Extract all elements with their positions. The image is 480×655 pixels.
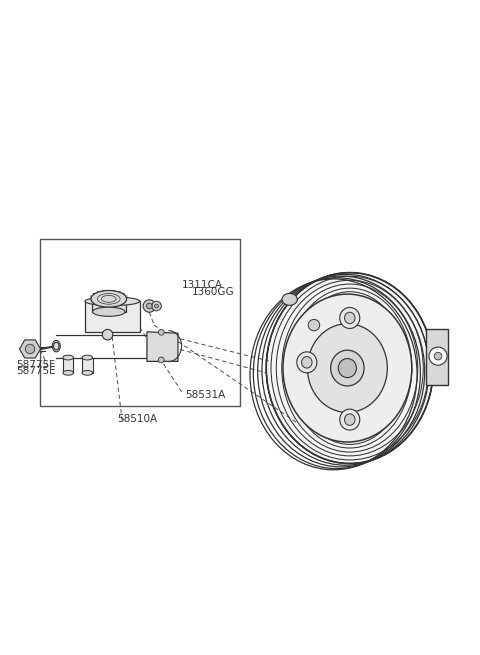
Bar bbox=[82, 358, 93, 373]
Ellipse shape bbox=[93, 307, 125, 316]
Ellipse shape bbox=[345, 312, 355, 324]
Text: 1360GG: 1360GG bbox=[192, 287, 235, 297]
Polygon shape bbox=[426, 329, 447, 384]
Polygon shape bbox=[92, 299, 126, 312]
Ellipse shape bbox=[345, 414, 355, 425]
Circle shape bbox=[158, 329, 164, 335]
Ellipse shape bbox=[85, 297, 140, 305]
Ellipse shape bbox=[63, 355, 73, 360]
Circle shape bbox=[25, 345, 35, 354]
Polygon shape bbox=[147, 332, 178, 362]
Ellipse shape bbox=[338, 358, 357, 378]
Bar bbox=[39, 239, 240, 406]
Circle shape bbox=[158, 357, 164, 363]
Ellipse shape bbox=[91, 290, 127, 307]
Ellipse shape bbox=[82, 371, 93, 375]
Ellipse shape bbox=[340, 307, 360, 328]
Ellipse shape bbox=[266, 272, 433, 464]
Ellipse shape bbox=[63, 371, 73, 375]
Text: 58510A: 58510A bbox=[117, 414, 157, 424]
Text: 58775E: 58775E bbox=[17, 366, 56, 377]
Bar bbox=[85, 301, 140, 332]
Ellipse shape bbox=[301, 356, 312, 368]
Text: 1311CA: 1311CA bbox=[182, 280, 223, 290]
Ellipse shape bbox=[340, 409, 360, 430]
Text: 58531A: 58531A bbox=[185, 390, 226, 400]
Ellipse shape bbox=[54, 343, 59, 350]
Ellipse shape bbox=[297, 352, 317, 373]
Bar bbox=[63, 358, 73, 373]
Ellipse shape bbox=[102, 329, 113, 340]
Ellipse shape bbox=[307, 324, 387, 413]
Ellipse shape bbox=[101, 299, 116, 304]
Text: 58775F: 58775F bbox=[17, 360, 56, 369]
Circle shape bbox=[152, 301, 161, 310]
Ellipse shape bbox=[331, 350, 364, 386]
Circle shape bbox=[155, 304, 158, 308]
Ellipse shape bbox=[52, 341, 60, 352]
Circle shape bbox=[308, 320, 320, 331]
Circle shape bbox=[429, 347, 447, 365]
Circle shape bbox=[434, 352, 442, 360]
Ellipse shape bbox=[82, 355, 93, 360]
Circle shape bbox=[146, 303, 152, 309]
Ellipse shape bbox=[283, 294, 412, 442]
Circle shape bbox=[143, 300, 156, 312]
Ellipse shape bbox=[282, 293, 297, 305]
